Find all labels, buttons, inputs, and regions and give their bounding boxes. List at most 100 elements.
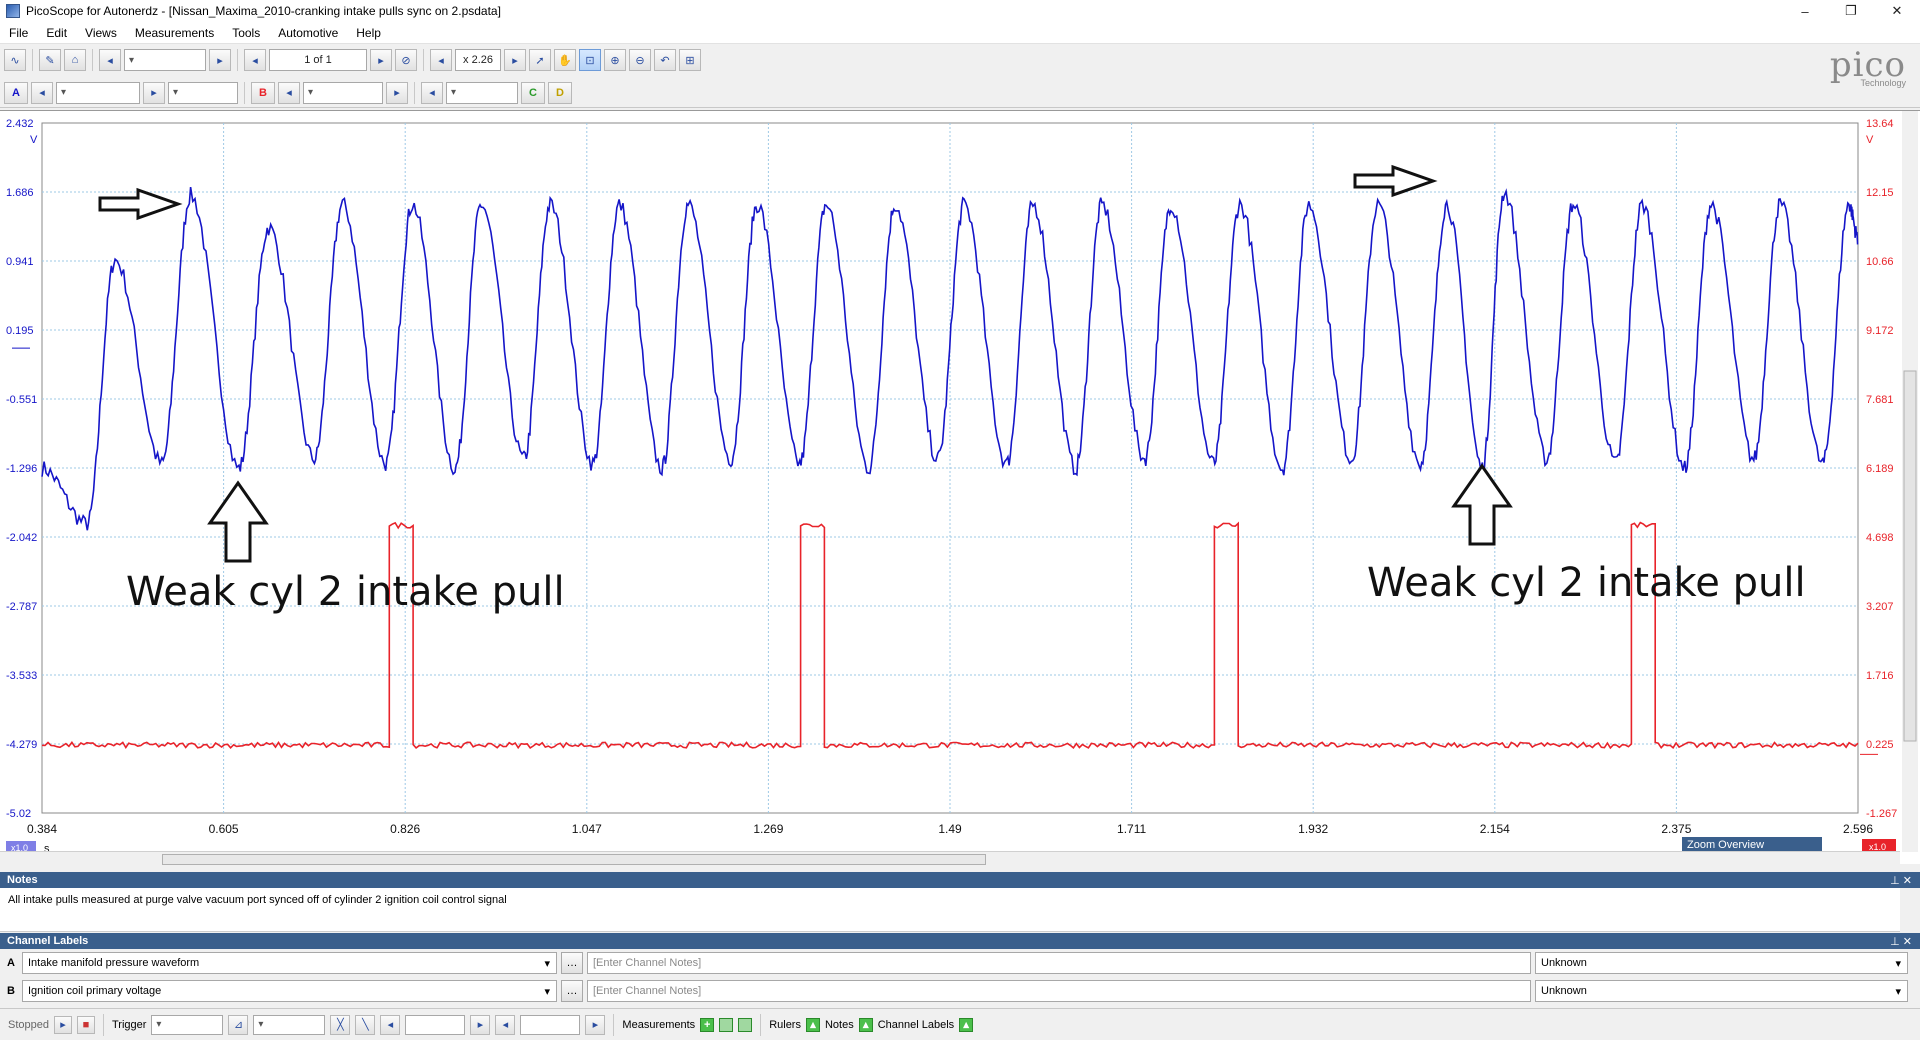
channel-d-button[interactable]: D [548, 81, 572, 104]
add-measurement-icon[interactable]: + [700, 1017, 715, 1032]
y-right-unit: V [1866, 134, 1874, 146]
minimize-button[interactable]: – [1801, 3, 1809, 19]
notes-text[interactable]: All intake pulls measured at purge valve… [0, 888, 1900, 932]
channel-b-range[interactable] [303, 81, 383, 104]
home-icon[interactable]: ⌂ [64, 49, 86, 71]
channel-b-coupling[interactable] [446, 81, 518, 104]
horizontal-scrollbar[interactable] [0, 851, 1900, 867]
delay-prev[interactable]: ◂ [495, 1014, 516, 1035]
zoom-prev-button[interactable]: ◂ [430, 49, 452, 71]
timebase-select[interactable] [124, 49, 206, 71]
navigate-icon[interactable]: ⊘ [395, 49, 417, 71]
channel-name-text: Intake manifold pressure waveform [28, 957, 200, 969]
trigger-mode-select[interactable] [151, 1014, 224, 1035]
notes-toggle-icon[interactable]: ▴ [858, 1017, 873, 1032]
channel-a-prev[interactable]: ◂ [31, 81, 53, 104]
pretrigger-prev[interactable]: ◂ [380, 1014, 401, 1035]
y-left-tick-label: -4.279 [6, 739, 37, 751]
next-buffer-button[interactable]: ▸ [370, 49, 392, 71]
channel-b-prev[interactable]: ◂ [278, 81, 300, 104]
y-left-tick-label: 1.686 [6, 187, 34, 199]
y-right-tick-label: 9.172 [1866, 325, 1894, 337]
more-button[interactable]: … [561, 952, 583, 974]
start-icon[interactable]: ▸ [53, 1015, 72, 1034]
x-scale-label: x1.0 [11, 843, 28, 852]
x-axis-unit: s [44, 843, 50, 852]
scrollbar-thumb[interactable] [162, 854, 986, 865]
x-tick-label: 1.711 [1117, 822, 1146, 836]
zoom-in-icon[interactable]: ⊕ [604, 49, 626, 71]
y-left-tick-label: -5.02 [6, 808, 31, 820]
channel-name-select[interactable]: Ignition coil primary voltage ▾ [22, 980, 557, 1002]
menu-automotive[interactable]: Automotive [278, 25, 339, 40]
zoom-out-icon[interactable]: ⊖ [629, 49, 651, 71]
up-arrow-icon [207, 480, 269, 563]
channel-status-select[interactable]: Unknown ▾ [1535, 980, 1908, 1002]
prev-timebase-button[interactable]: ◂ [99, 49, 121, 71]
channel-a-coupling[interactable] [168, 81, 238, 104]
pretrigger-next[interactable]: ▸ [470, 1014, 491, 1035]
trigger-level-select[interactable] [253, 1014, 326, 1035]
channel-c-button[interactable]: C [521, 81, 545, 104]
edit-measurement-icon[interactable] [719, 1017, 734, 1032]
channel-notes-input[interactable]: [Enter Channel Notes] [587, 952, 1531, 974]
zoom-region-icon[interactable]: ⊡ [579, 49, 601, 71]
zoom-next-button[interactable]: ▸ [504, 49, 526, 71]
next-timebase-button[interactable]: ▸ [209, 49, 231, 71]
channel-notes-input[interactable]: [Enter Channel Notes] [587, 980, 1531, 1002]
y-right-tick-label: 0.225 [1866, 739, 1894, 751]
measurements-label: Measurements [622, 1018, 696, 1031]
waveform-chart[interactable]: 0.384 0.605 0.826 1.047 1.269 1.49 1.711 1.932 2… [0, 111, 1920, 852]
logo-brand: pico [1829, 45, 1906, 85]
trigger-falling-icon[interactable]: ╲ [355, 1014, 376, 1035]
rulers-toggle-icon[interactable]: ▴ [805, 1017, 820, 1032]
right-arrow-icon [98, 187, 183, 221]
buffer-field[interactable]: 1 of 1 [269, 49, 367, 71]
delete-measurement-icon[interactable] [738, 1017, 753, 1032]
menu-views[interactable]: Views [85, 25, 117, 40]
y-right-tick-label: 6.189 [1866, 463, 1894, 475]
probe-icon[interactable]: ✎ [39, 49, 61, 71]
y-left-tick-label: -2.042 [6, 532, 37, 544]
close-button[interactable]: ✕ [1891, 3, 1903, 18]
restore-button[interactable]: ❐ [1845, 3, 1857, 18]
channel-a-next[interactable]: ▸ [143, 81, 165, 104]
menu-measurements[interactable]: Measurements [134, 25, 215, 40]
more-button[interactable]: … [561, 980, 583, 1002]
menu-tools[interactable]: Tools [232, 25, 261, 40]
prev-buffer-button[interactable]: ◂ [244, 49, 266, 71]
x-tick-label: 2.154 [1480, 822, 1510, 836]
pointer-icon[interactable]: ➚ [529, 49, 551, 71]
zoom-field[interactable]: x 2.26 [455, 49, 501, 71]
channel-toolbar: A ◂ ▸ B ◂ ▸ ◂ C D [0, 78, 1920, 108]
scope-view[interactable]: 0.384 0.605 0.826 1.047 1.269 1.49 1.711 1.932 2… [0, 110, 1920, 864]
trigger-rising-icon[interactable]: ╳ [330, 1014, 351, 1035]
zoom-fit-icon[interactable]: ⊞ [679, 49, 701, 71]
pretrigger-field[interactable] [405, 1014, 466, 1035]
y-left-tick-label: -3.533 [6, 670, 37, 682]
menu-help[interactable]: Help [356, 25, 381, 40]
stop-icon[interactable]: ■ [76, 1015, 95, 1034]
menu-edit[interactable]: Edit [46, 25, 68, 40]
channel-a-range[interactable] [56, 81, 140, 104]
undo-zoom-icon[interactable]: ↶ [654, 49, 676, 71]
hand-icon[interactable]: ✋ [554, 49, 576, 71]
y-left-tick-label: 2.432 [6, 118, 34, 130]
channel-labels-toggle-icon[interactable]: ▴ [959, 1017, 974, 1032]
channel-b-button[interactable]: B [251, 81, 275, 104]
vertical-scrollbar-thumb [1903, 370, 1917, 742]
pin-icon[interactable]: ⊥ ✕ [1890, 874, 1912, 887]
channel-a-button[interactable]: A [4, 81, 28, 104]
channel-name-select[interactable]: Intake manifold pressure waveform ▾ [22, 952, 557, 974]
separator [102, 1013, 104, 1036]
channel-b-next[interactable]: ▸ [386, 81, 408, 104]
pin-icon[interactable]: ⊥ ✕ [1890, 935, 1912, 948]
delay-field[interactable] [520, 1014, 581, 1035]
x-tick-label: 1.047 [572, 822, 602, 836]
delay-next[interactable]: ▸ [585, 1014, 606, 1035]
menu-file[interactable]: File [9, 25, 29, 40]
channel-b-prev2[interactable]: ◂ [421, 81, 443, 104]
channel-status-select[interactable]: Unknown ▾ [1535, 952, 1908, 974]
scope-mode-icon[interactable]: ∿ [4, 49, 26, 71]
trigger-edge-icon[interactable]: ⊿ [228, 1014, 249, 1035]
